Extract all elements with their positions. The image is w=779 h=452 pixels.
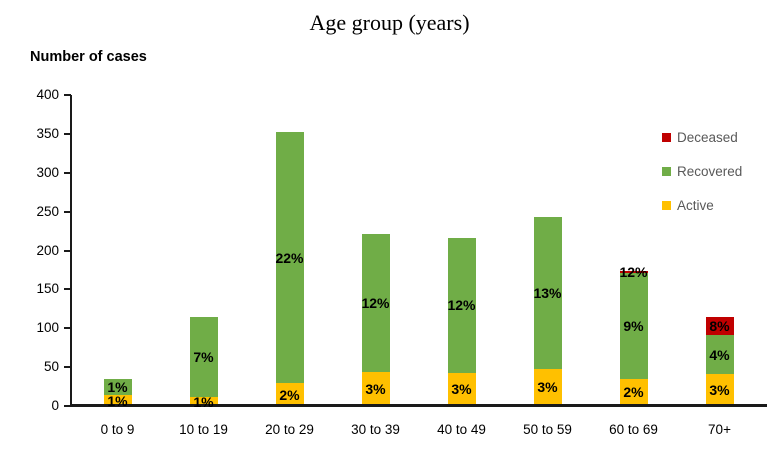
y-tick-mark bbox=[64, 288, 71, 291]
bar-segment-active bbox=[533, 368, 562, 406]
data-label-recovered: 12% bbox=[447, 297, 476, 314]
legend-item-recovered: Recovered bbox=[662, 163, 743, 179]
bar-segment-active bbox=[619, 378, 648, 406]
data-label-recovered: 13% bbox=[533, 284, 562, 301]
chart-title: Age group (years) bbox=[309, 10, 470, 35]
x-tick-label: 70+ bbox=[708, 422, 731, 437]
x-tick-label: 40 to 49 bbox=[437, 422, 486, 437]
data-label-recovered: 12% bbox=[361, 295, 390, 312]
data-label-recovered: 7% bbox=[193, 349, 214, 366]
bar-segment-active bbox=[705, 374, 734, 406]
y-tick-label: 0 bbox=[51, 398, 59, 413]
y-tick-mark bbox=[64, 171, 71, 174]
data-label-active: 3% bbox=[537, 379, 558, 396]
legend-item-active: Active bbox=[662, 197, 742, 213]
x-tick-label: 60 to 69 bbox=[609, 422, 658, 437]
data-label-recovered: 1% bbox=[107, 378, 128, 395]
y-axis-line bbox=[70, 95, 72, 406]
legend-swatch-icon bbox=[662, 166, 671, 176]
bar-segment-recovered bbox=[705, 335, 734, 375]
bar-segment-recovered bbox=[619, 273, 648, 379]
y-tick-mark bbox=[64, 133, 71, 136]
bar-segment-deceased bbox=[619, 270, 648, 274]
data-label-active: 2% bbox=[623, 384, 644, 401]
x-tick-label: 20 to 29 bbox=[265, 422, 314, 437]
legend: Deceased Recovered Active bbox=[662, 129, 743, 213]
x-tick-label: 50 to 59 bbox=[523, 422, 572, 437]
data-label-recovered: 4% bbox=[709, 346, 730, 363]
y-tick-mark bbox=[64, 94, 71, 97]
bar-segment-active bbox=[361, 371, 390, 406]
data-label-deceased: 8% bbox=[709, 318, 730, 335]
y-tick-label: 200 bbox=[36, 242, 59, 258]
y-tick-label: 350 bbox=[36, 126, 59, 142]
bar-segment-active bbox=[189, 397, 218, 406]
legend-item-deceased: Deceased bbox=[662, 129, 742, 145]
data-label-recovered: 22% bbox=[275, 249, 304, 266]
y-tick-label: 400 bbox=[36, 87, 59, 103]
x-axis-line bbox=[70, 404, 767, 407]
y-tick-label: 250 bbox=[36, 203, 59, 219]
bar-segment-active bbox=[447, 372, 476, 406]
x-tick-label: 30 to 39 bbox=[351, 422, 400, 437]
bar-segment-active bbox=[275, 383, 304, 406]
data-label-deceased: 12% bbox=[619, 263, 648, 280]
legend-label: Recovered bbox=[677, 163, 743, 179]
bar-segment-recovered bbox=[189, 316, 218, 398]
bar-segment-recovered bbox=[103, 378, 132, 396]
y-tick-label: 50 bbox=[43, 359, 59, 375]
legend-label: Deceased bbox=[677, 129, 738, 145]
y-tick-mark bbox=[64, 210, 71, 213]
data-label-active: 1% bbox=[107, 392, 128, 409]
legend-label: Active bbox=[677, 197, 714, 213]
y-axis-title: Number of cases bbox=[30, 49, 147, 65]
y-tick-mark bbox=[64, 249, 71, 252]
y-tick-label: 300 bbox=[36, 164, 59, 180]
data-label-active: 3% bbox=[451, 381, 472, 398]
legend-swatch-icon bbox=[662, 132, 671, 142]
y-tick-label: 150 bbox=[36, 281, 59, 297]
legend-swatch-icon bbox=[662, 200, 671, 210]
x-tick-label: 10 to 19 bbox=[179, 422, 228, 437]
y-tick-mark bbox=[64, 405, 71, 407]
bar-segment-recovered bbox=[361, 234, 390, 372]
y-tick-mark bbox=[64, 327, 71, 330]
y-tick-mark bbox=[64, 366, 71, 369]
y-tick-label: 100 bbox=[36, 320, 59, 336]
bar-segment-recovered bbox=[447, 238, 476, 373]
bar-segment-recovered bbox=[275, 132, 304, 384]
bar-segment-deceased bbox=[705, 317, 734, 336]
data-label-active: 3% bbox=[709, 382, 730, 399]
x-tick-label: 0 to 9 bbox=[100, 422, 135, 437]
data-label-active: 3% bbox=[365, 380, 386, 397]
bar-segment-active bbox=[103, 395, 132, 406]
bar-segment-recovered bbox=[533, 217, 562, 369]
data-label-active: 1% bbox=[193, 393, 214, 410]
data-label-recovered: 9% bbox=[623, 317, 644, 334]
data-label-active: 2% bbox=[279, 386, 300, 403]
